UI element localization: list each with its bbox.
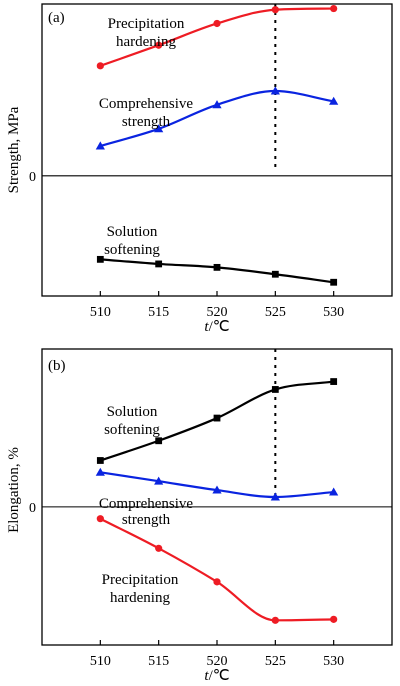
panel-b-series-solution-softening-point <box>155 437 163 445</box>
panel-a-series-comprehensive-strength-label-line2: strength <box>122 114 171 130</box>
panel-a-y-tick-label: 0 <box>29 170 36 185</box>
panel-b-y-axis-title: Elongation, % <box>6 447 22 533</box>
panel-b-series-comprehensive-strength-point <box>270 492 280 501</box>
panel-b-x-tick-label: 515 <box>148 654 169 669</box>
panel-b-plot-frame <box>41 348 393 646</box>
panel-a-series-precipitation-hardening-point <box>271 6 279 14</box>
panel-b-label: (b) <box>48 358 66 374</box>
panel-b-x-axis-variable: t <box>204 668 209 684</box>
panel-a-series-solution-softening-point <box>96 255 104 263</box>
panel-a-x-tick-label: 510 <box>90 305 111 320</box>
panel-b-series-precipitation-hardening-label-line2: hardening <box>110 590 170 606</box>
panel-b-series-comprehensive-strength-point <box>154 476 164 485</box>
panel-a-series-precipitation-hardening-label-line2: hardening <box>116 34 176 50</box>
panel-b-series-precipitation-hardening-label-line1: Precipitation <box>102 572 179 588</box>
panel-a-x-axis-unit: /℃ <box>209 319 230 335</box>
panel-a-x-tick-label: 515 <box>148 305 169 320</box>
panel-b-x-tick-label: 520 <box>207 654 228 669</box>
panel-a-series-solution-softening-line <box>100 258 334 284</box>
panel-b-series-precipitation-hardening-point <box>155 544 163 552</box>
panel-b-series-precipitation-hardening-point <box>330 615 338 623</box>
panel-b-series-solution-softening-point <box>213 414 221 422</box>
panel-a-plot-frame <box>41 3 393 297</box>
panel-b-x-tick-label: 530 <box>323 654 344 669</box>
panel-b-series-comprehensive-strength-point <box>95 467 105 476</box>
panel-a-x-tick-label: 530 <box>323 305 344 320</box>
panel-a-series-precipitation-hardening-label-line1: Precipitation <box>108 16 185 32</box>
panel-b-series-solution-softening-label-line2: softening <box>104 422 160 438</box>
panel-b-series-comprehensive-strength-point <box>329 487 339 496</box>
panel-a-series-solution-softening-point <box>271 270 279 278</box>
panel-a-series-precipitation-hardening-point <box>213 19 221 28</box>
panel-a-label: (a) <box>48 10 65 26</box>
panel-b-y-tick-label: 0 <box>29 501 36 516</box>
panel-a-series-solution-softening-point <box>213 263 221 271</box>
panel-b-series-comprehensive-strength-point <box>212 485 222 494</box>
panel-b-series-solution-softening-point <box>330 378 338 385</box>
panel-a-series-solution-softening-point <box>155 260 163 268</box>
panel-a-x-axis-title: t/℃ <box>204 319 229 335</box>
panel-a-series-comprehensive-strength-point <box>212 100 222 109</box>
panel-a-series-solution-softening-point <box>330 278 338 286</box>
panel-a-series-comprehensive-strength-label-line1: Comprehensive <box>99 96 193 112</box>
panel-b-series-comprehensive-strength-label-line2: strength <box>122 512 171 528</box>
panel-a-series-comprehensive-strength-point <box>95 141 105 150</box>
panel-a-series-solution-softening-label-line2: softening <box>104 242 160 258</box>
panel-b-series-precipitation-hardening-point <box>96 515 104 523</box>
panel-a-series-precipitation-hardening-point <box>155 41 163 49</box>
panel-b-series-solution-softening-label-line1: Solution <box>107 404 158 420</box>
panel-a-series-comprehensive-strength-point <box>154 124 164 133</box>
panel-b-series-precipitation-hardening-point <box>213 578 221 586</box>
panel-b-x-tick-label: 510 <box>90 654 111 669</box>
panel-b-x-tick-label: 525 <box>265 654 286 669</box>
panel-a-y-axis-title: Strength, MPa <box>6 106 22 193</box>
panel-a-series-solution-softening-label-line1: Solution <box>107 224 158 240</box>
panel-b-x-axis-unit: /℃ <box>209 668 230 684</box>
panel-a-series-comprehensive-strength-point <box>329 96 339 105</box>
panel-a-series-precipitation-hardening-point <box>330 4 338 13</box>
panel-a-series-precipitation-hardening-point <box>96 62 104 70</box>
panel-a-x-tick-label: 525 <box>265 305 286 320</box>
panel-a-x-tick-label: 520 <box>207 305 228 320</box>
panel-b-series-solution-softening-point <box>271 386 279 393</box>
panel-a-x-axis-variable: t <box>204 319 209 335</box>
panel-b-x-axis-title: t/℃ <box>204 668 229 684</box>
panel-a-series-comprehensive-strength-point <box>270 86 280 95</box>
panel-b-series-comprehensive-strength-label-line1: Comprehensive <box>99 496 193 512</box>
panel-b-series-solution-softening-point <box>96 457 104 464</box>
panel-b-series-precipitation-hardening-point <box>271 616 279 624</box>
